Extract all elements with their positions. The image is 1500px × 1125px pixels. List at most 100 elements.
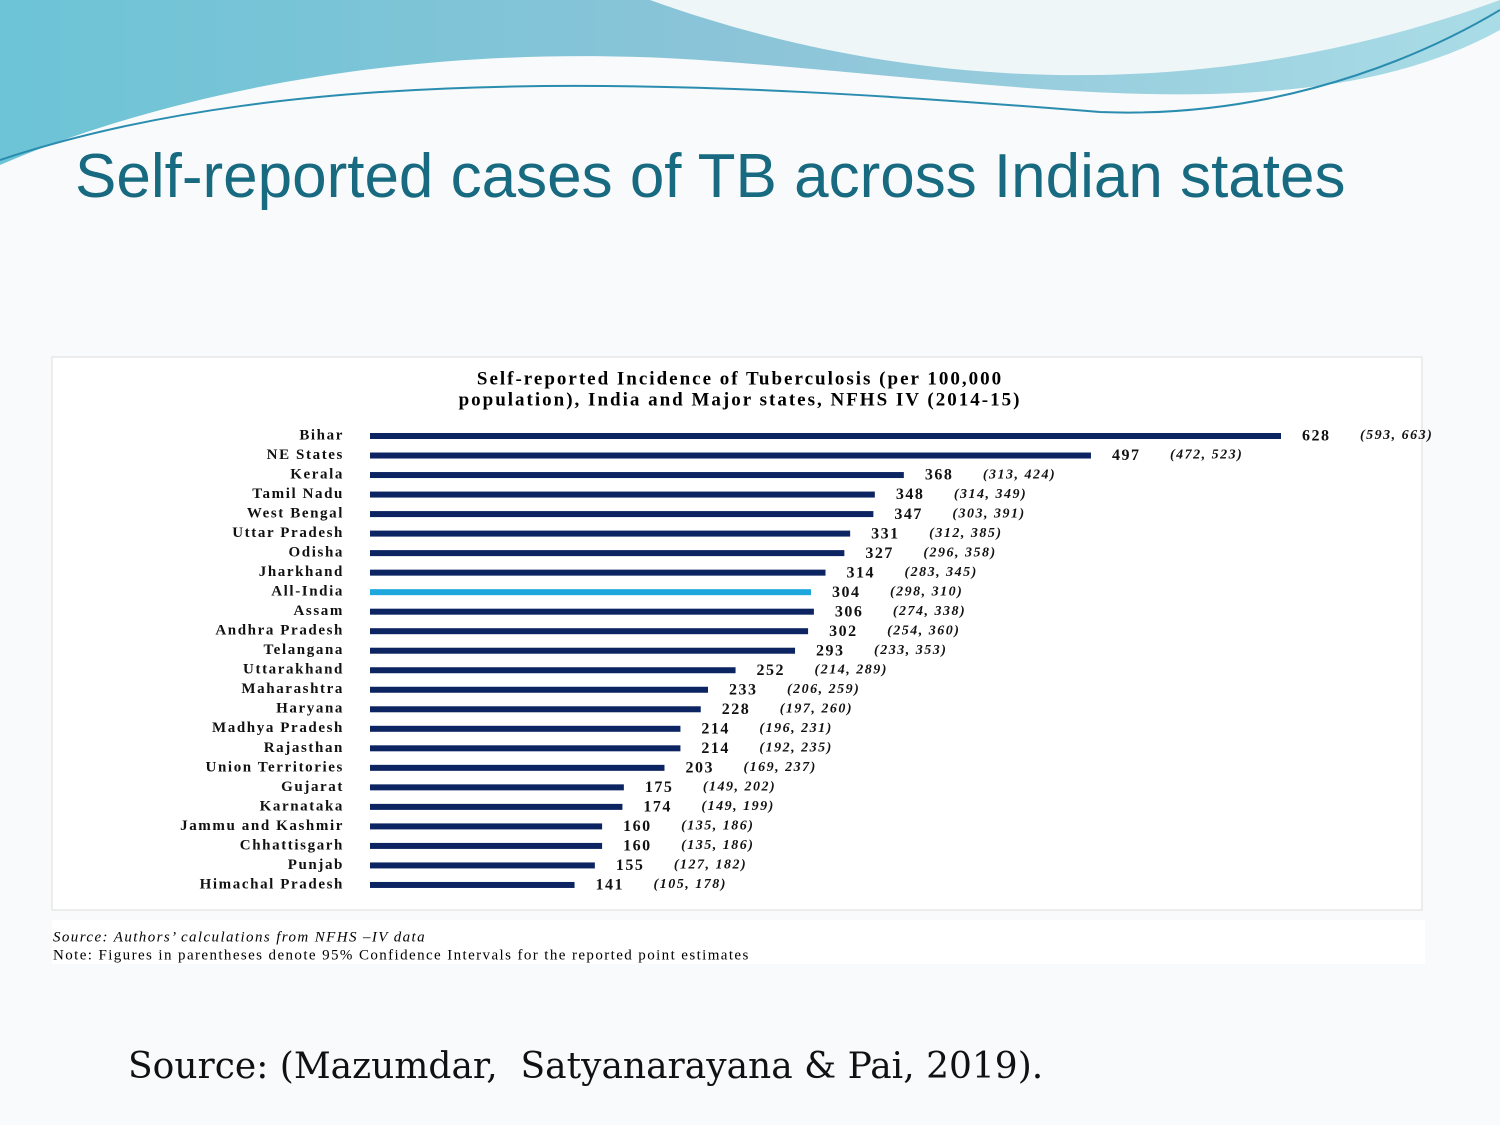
bar [370, 764, 665, 771]
ci-label: (274, 338) [893, 604, 966, 619]
category-label: All-India [271, 584, 344, 600]
category-label: Gujarat [281, 779, 344, 795]
category-label: Kerala [290, 466, 344, 482]
bar [370, 550, 845, 557]
ci-label: (127, 182) [674, 858, 747, 873]
value-label: 314 [847, 564, 876, 581]
bar [370, 452, 1091, 459]
category-label: Union Territories [206, 759, 344, 775]
ci-label: (192, 235) [759, 741, 832, 756]
ci-label: (214, 289) [815, 662, 888, 677]
category-label: Assam [293, 603, 344, 619]
category-label: Haryana [276, 701, 344, 717]
ci-label: (149, 202) [703, 780, 776, 795]
bar [370, 589, 811, 596]
ci-label: (197, 260) [780, 701, 853, 716]
ci-label: (233, 353) [874, 643, 947, 658]
value-label: 327 [865, 545, 894, 562]
value-label: 347 [894, 506, 923, 523]
category-label: Madhya Pradesh [212, 720, 344, 736]
ci-label: (206, 259) [787, 682, 860, 697]
value-label: 155 [616, 857, 645, 874]
ci-label: (135, 186) [681, 838, 754, 853]
ci-label: (283, 345) [905, 565, 978, 580]
bar [370, 569, 826, 576]
value-label: 175 [645, 779, 674, 796]
ci-label: (149, 199) [701, 799, 774, 814]
category-label: Chhattisgarh [240, 837, 344, 853]
bar [370, 725, 681, 732]
value-label: 302 [829, 623, 858, 640]
chart-source: Source: Authors’ calculations from NFHS … [53, 929, 426, 945]
value-label: 203 [685, 760, 714, 777]
ci-label: (196, 231) [759, 721, 832, 736]
value-label: 348 [896, 486, 925, 503]
category-label: NE States [267, 447, 344, 463]
category-label: Karnataka [260, 798, 344, 814]
ci-label: (296, 358) [923, 545, 996, 560]
value-label: 628 [1302, 428, 1331, 445]
ci-label: (314, 349) [954, 487, 1027, 502]
value-label: 214 [701, 740, 730, 757]
value-label: 233 [729, 681, 758, 698]
ci-label: (135, 186) [681, 819, 754, 834]
category-label: Telangana [263, 642, 344, 658]
ci-label: (312, 385) [929, 526, 1002, 541]
value-label: 228 [722, 701, 751, 718]
ci-label: (472, 523) [1170, 448, 1243, 463]
ci-label: (593, 663) [1360, 428, 1433, 443]
note-box [52, 920, 1425, 964]
category-label: Jammu and Kashmir [180, 818, 344, 834]
slide-title: Self-reported cases of TB across Indian … [75, 142, 1346, 211]
ci-label: (254, 360) [887, 623, 960, 638]
value-label: 160 [623, 838, 652, 855]
category-label: Jharkhand [259, 564, 344, 580]
bar [370, 803, 623, 810]
ci-label: (298, 310) [890, 584, 963, 599]
category-label: West Bengal [247, 506, 344, 522]
header-line [0, 9, 1500, 161]
ci-label: (105, 178) [654, 877, 727, 892]
chart-title: Self-reported Incidence of Tuberculosis … [477, 368, 1003, 389]
bar [370, 511, 874, 518]
value-label: 331 [871, 525, 900, 542]
bar [370, 745, 681, 752]
value-label: 368 [925, 467, 954, 484]
bar [370, 784, 624, 791]
bar [370, 628, 809, 635]
category-label: Odisha [289, 545, 344, 561]
value-label: 141 [596, 877, 625, 894]
category-label: Uttarakhand [243, 662, 344, 678]
value-label: 306 [835, 603, 864, 620]
value-label: 214 [701, 720, 730, 737]
footer-source: Source: (Mazumdar, Satyanarayana & Pai, … [128, 1046, 1044, 1087]
bar [370, 667, 736, 674]
value-label: 293 [816, 642, 845, 659]
bar [370, 472, 904, 479]
category-label: Uttar Pradesh [232, 525, 344, 541]
bar [370, 491, 875, 498]
value-label: 160 [623, 818, 652, 835]
value-label: 252 [757, 662, 786, 679]
header-wave-light [650, 0, 1500, 76]
category-label: Tamil Nadu [252, 486, 344, 502]
bar [370, 608, 814, 615]
bar [370, 530, 851, 537]
bar [370, 842, 603, 849]
value-label: 174 [643, 799, 672, 816]
bar [370, 823, 603, 830]
bar [370, 433, 1281, 439]
bar [370, 862, 595, 869]
chart-title: population), India and Major states, NFH… [459, 389, 1022, 410]
bar [370, 686, 708, 693]
category-label: Punjab [288, 857, 344, 873]
value-label: 304 [832, 584, 861, 601]
bar [370, 706, 701, 713]
bar [370, 881, 575, 888]
ci-label: (313, 424) [983, 467, 1056, 482]
category-label: Rajasthan [264, 740, 344, 756]
category-label: Himachal Pradesh [200, 876, 344, 892]
category-label: Andhra Pradesh [215, 623, 344, 639]
bar [370, 647, 796, 654]
